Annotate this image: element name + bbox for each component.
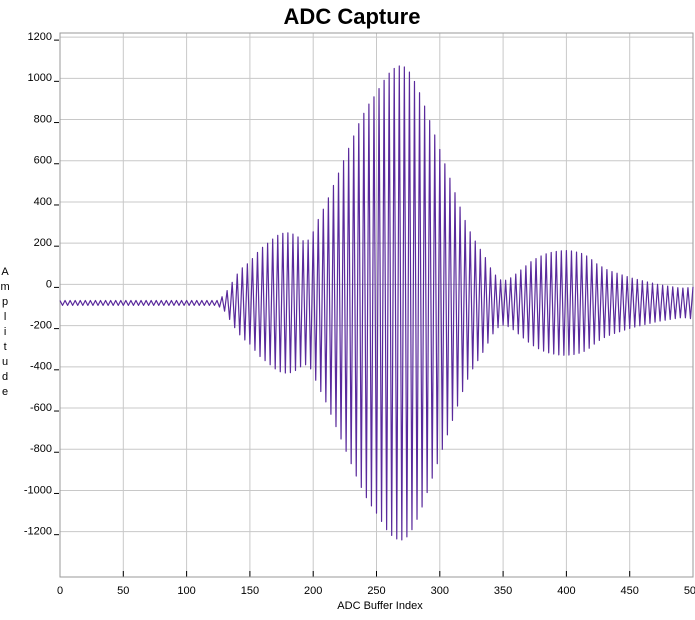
x-tick-label: 450 (621, 585, 639, 597)
plot (59, 65, 694, 541)
chart-title: ADC Capture (284, 4, 421, 29)
y-tick-label: -1000 (24, 484, 52, 496)
data-line (59, 65, 694, 541)
y-tick-label: 1000 (28, 72, 52, 84)
y-tick-label: -600 (30, 402, 52, 414)
y-tick-label: -800 (30, 443, 52, 455)
y-tick-label: -200 (30, 320, 52, 332)
y-tick-label: 200 (34, 237, 52, 249)
y-tick-label: 400 (34, 196, 52, 208)
x-tick-label: 100 (177, 585, 195, 597)
x-tick-label: 50 (117, 585, 129, 597)
x-tick-label: 0 (57, 585, 63, 597)
x-tick-label: 300 (431, 585, 449, 597)
y-tick-label: 600 (34, 155, 52, 167)
x-tick-label: 350 (494, 585, 512, 597)
y-axis-label: Amplitude (0, 266, 11, 401)
x-axis-label: ADC Buffer Index (337, 600, 423, 612)
y-tick-label: 1200 (28, 31, 52, 43)
x-tick-label: 150 (241, 585, 259, 597)
grid: -1200 -1000 -800 -600 -400 -200 0 200 400 600 800 1… (24, 31, 695, 597)
x-tick-label: 500 (684, 585, 695, 597)
y-tick-label: 800 (34, 113, 52, 125)
x-tick-label: 250 (367, 585, 385, 597)
plot-frame (59, 32, 694, 578)
y-tick-label: 0 (46, 278, 52, 290)
y-tick-label: -400 (30, 361, 52, 373)
x-tick-label: 200 (304, 585, 322, 597)
x-tick-label: 400 (557, 585, 575, 597)
y-tick-label: -1200 (24, 526, 52, 538)
